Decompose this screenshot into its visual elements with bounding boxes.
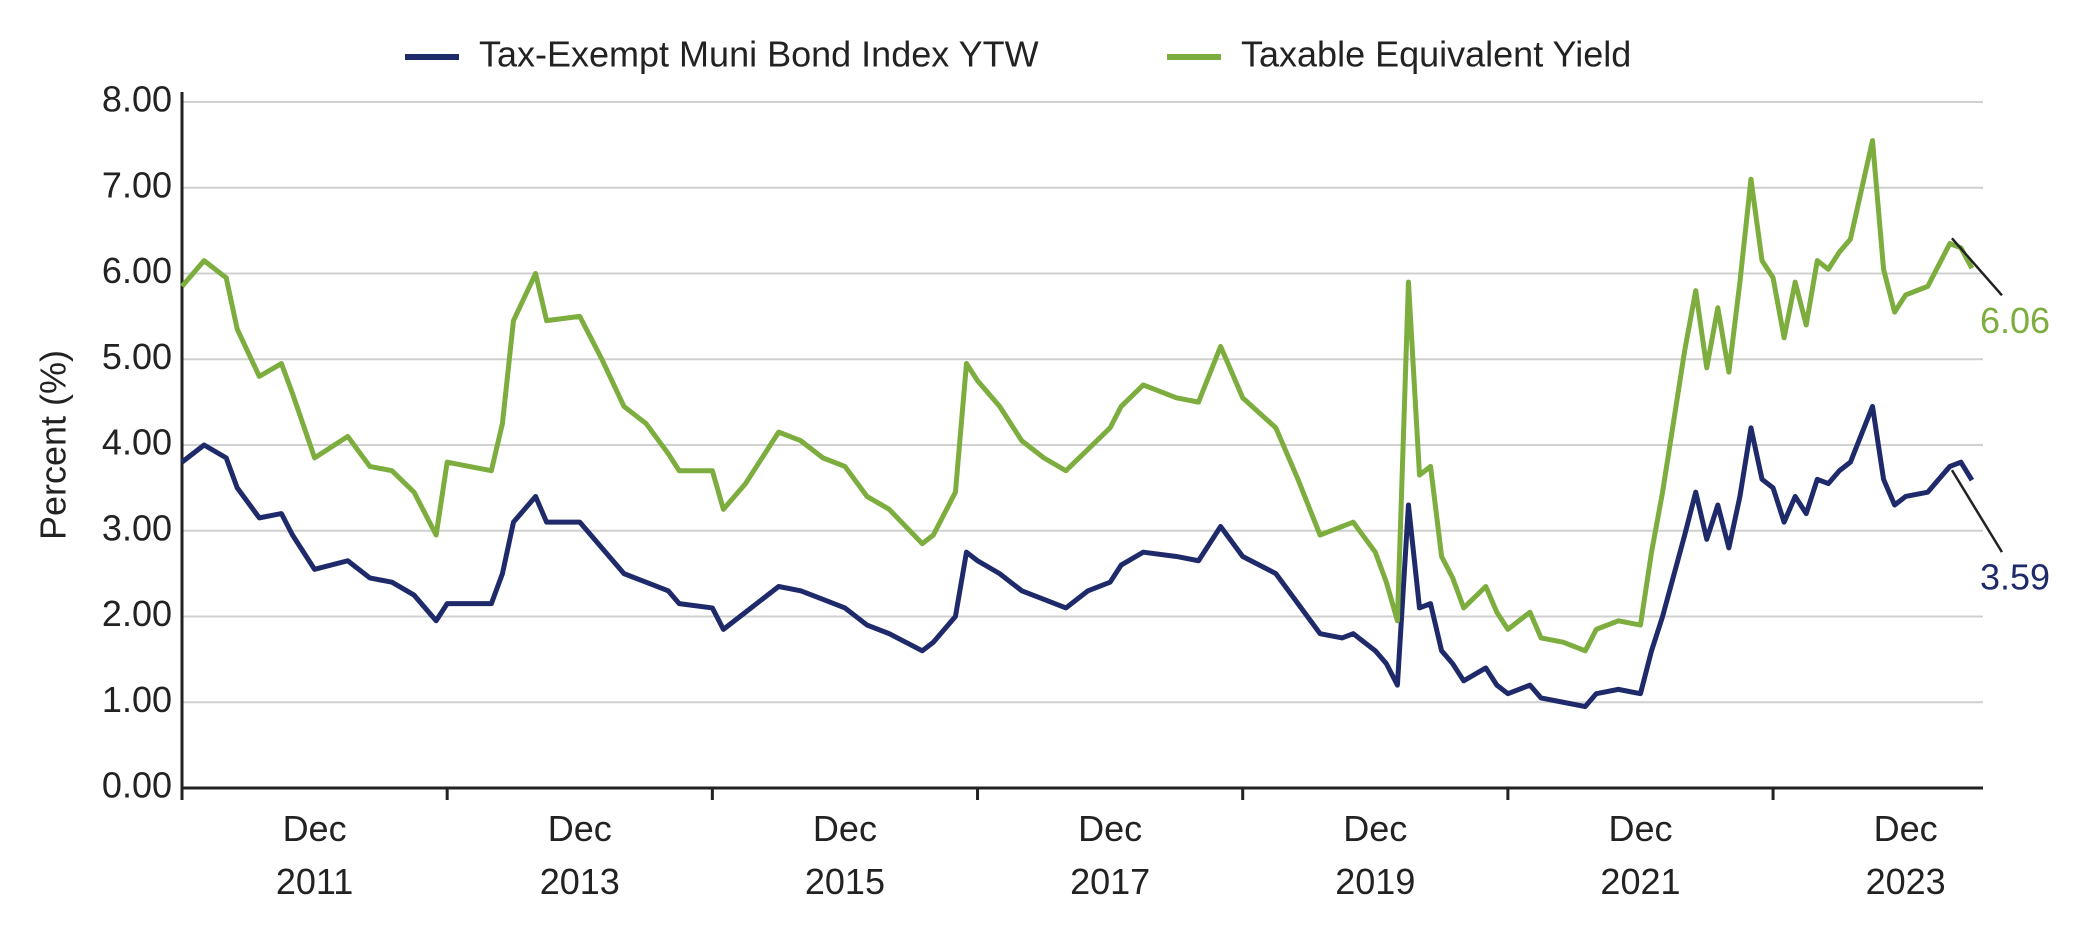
y-tick-label: 7.00 <box>102 164 172 205</box>
x-tick-label: Dec 2021 <box>1600 808 1681 902</box>
series-line <box>180 403 1975 710</box>
y-tick-label: 4.00 <box>102 422 172 463</box>
end-label: 3.59 <box>1980 557 2050 598</box>
end-label: 6.06 <box>1980 300 2050 341</box>
leader-line <box>1951 237 2003 297</box>
series-line <box>180 138 1975 654</box>
y-tick-label: 8.00 <box>102 79 172 120</box>
y-tick-label: 6.00 <box>102 250 172 291</box>
y-tick-label: 3.00 <box>102 507 172 548</box>
x-tick-label: Dec 2015 <box>804 808 885 902</box>
y-tick-label: 1.00 <box>102 679 172 720</box>
legend-label: Tax-Exempt Muni Bond Index YTW <box>479 34 1039 75</box>
leader-line <box>1950 469 2004 553</box>
x-tick-label: Dec 2023 <box>1865 808 1946 902</box>
y-tick-label: 2.00 <box>102 593 172 634</box>
y-tick-label: 0.00 <box>102 765 172 806</box>
x-tick-label: Dec 2017 <box>1070 808 1151 902</box>
y-tick-label: 5.00 <box>102 336 172 377</box>
y-axis-title: Percent (%) <box>33 350 74 540</box>
x-tick-label: Dec 2013 <box>539 808 620 902</box>
x-tick-label: Dec 2019 <box>1335 808 1416 902</box>
x-tick-label: Dec 2011 <box>275 808 354 902</box>
legend-label: Taxable Equivalent Yield <box>1241 34 1631 75</box>
